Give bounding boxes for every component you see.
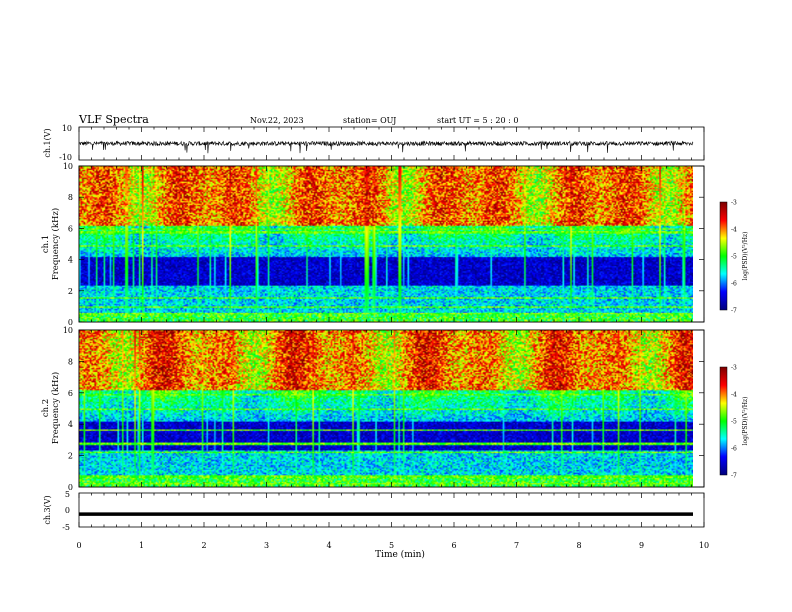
y-tick-label: 6 [68, 224, 73, 233]
ch1-colorbar: -3 -4 -5 -6 -7 log(PSD)(V²/Hz) [719, 200, 749, 315]
x-tick-label: 8 [576, 541, 581, 550]
y-tick-label: 10 [63, 162, 73, 171]
y-tick-label: 8 [68, 193, 73, 202]
x-tick-label: 0 [76, 541, 81, 550]
y-tick-label: 2 [68, 452, 73, 461]
ch2-spectrogram-panel: 0 2 4 6 8 10 ch.2 Frequency (kHz) [41, 326, 705, 492]
ch1-spectrogram-panel: 0 2 4 6 8 10 ch.1 Frequency (kHz) [41, 162, 705, 327]
ch3-ytick-bottom: -5 [62, 523, 70, 532]
y-tick-label: 2 [68, 287, 73, 296]
x-tick-label: 3 [264, 541, 269, 550]
ch3-waveform-frame [78, 492, 705, 528]
ch3-ytick-mid: 0 [65, 506, 70, 515]
y-tick-label: 10 [63, 326, 73, 335]
ch2-spec-ylabel-frequency: Frequency (kHz) [50, 372, 61, 444]
figure-title: VLF Spectra [78, 113, 149, 126]
ch1-spec-ylabel-frequency: Frequency (kHz) [50, 208, 61, 280]
ch3-ytick-top: 5 [65, 490, 70, 499]
date-label: Nov.22, 2023 [250, 116, 304, 125]
start-time-label: start UT = 5 : 20 : 0 [437, 116, 518, 125]
colorbar-tick-label: -7 [731, 473, 737, 480]
ch2-spec-ylabel-channel: ch.2 [41, 399, 51, 417]
ch3-ylabel: ch.3(V) [43, 495, 52, 524]
colorbar-tick-label: -4 [731, 392, 737, 399]
ch1-colorbar-label: log(PSD)(V²/Hz) [742, 232, 749, 281]
x-tick-label: 5 [389, 541, 394, 550]
x-tick-label: 2 [201, 541, 206, 550]
ch2-colorbar-gradient [720, 367, 727, 475]
colorbar-tick-label: -4 [731, 227, 737, 234]
ch2-spectrogram-image [79, 330, 693, 487]
colorbar-tick-label: -6 [731, 281, 737, 288]
ch2-colorbar: -3 -4 -5 -6 -7 log(PSD)(V²/Hz) [719, 365, 749, 480]
colorbar-tick-label: -5 [731, 254, 737, 261]
y-tick-label: 8 [68, 357, 73, 366]
y-tick-label: 0 [68, 318, 73, 327]
colorbar-tick-label: -3 [731, 200, 737, 207]
ch1-ytick-top: 10 [62, 124, 72, 133]
ch1-spectrogram-image [79, 166, 693, 322]
x-axis-label: Time (min) [375, 549, 425, 560]
x-tick-label: 6 [451, 541, 456, 550]
y-tick-label: 6 [68, 389, 73, 398]
ch1-spec-ylabel-channel: ch.1 [41, 235, 51, 253]
station-label: station= OUJ [343, 116, 396, 125]
y-tick-label: 4 [68, 420, 73, 429]
ch1-ylabel: ch.1(V) [43, 128, 52, 157]
ch1-colorbar-gradient [720, 202, 727, 310]
ch3-waveform-panel: 5 0 -5 ch.3(V) [43, 490, 705, 532]
ch2-colorbar-label: log(PSD)(V²/Hz) [742, 397, 749, 446]
ch1-waveform-line [78, 140, 694, 154]
colorbar-tick-label: -6 [731, 446, 737, 453]
x-tick-label: 9 [639, 541, 644, 550]
colorbar-tick-label: -3 [731, 365, 737, 372]
x-tick-label: 10 [699, 541, 709, 550]
x-tick-label: 4 [326, 541, 331, 550]
ch1-waveform-panel: 10 -10 ch.1(V) [43, 124, 705, 162]
colorbar-tick-label: -5 [731, 419, 737, 426]
y-tick-label: 4 [68, 256, 73, 265]
x-tick-label: 7 [514, 541, 519, 550]
y-tick-label: 0 [68, 483, 73, 492]
colorbar-tick-label: -7 [731, 308, 737, 315]
x-tick-label: 1 [139, 541, 144, 550]
ch1-ytick-bottom: -10 [59, 153, 72, 162]
